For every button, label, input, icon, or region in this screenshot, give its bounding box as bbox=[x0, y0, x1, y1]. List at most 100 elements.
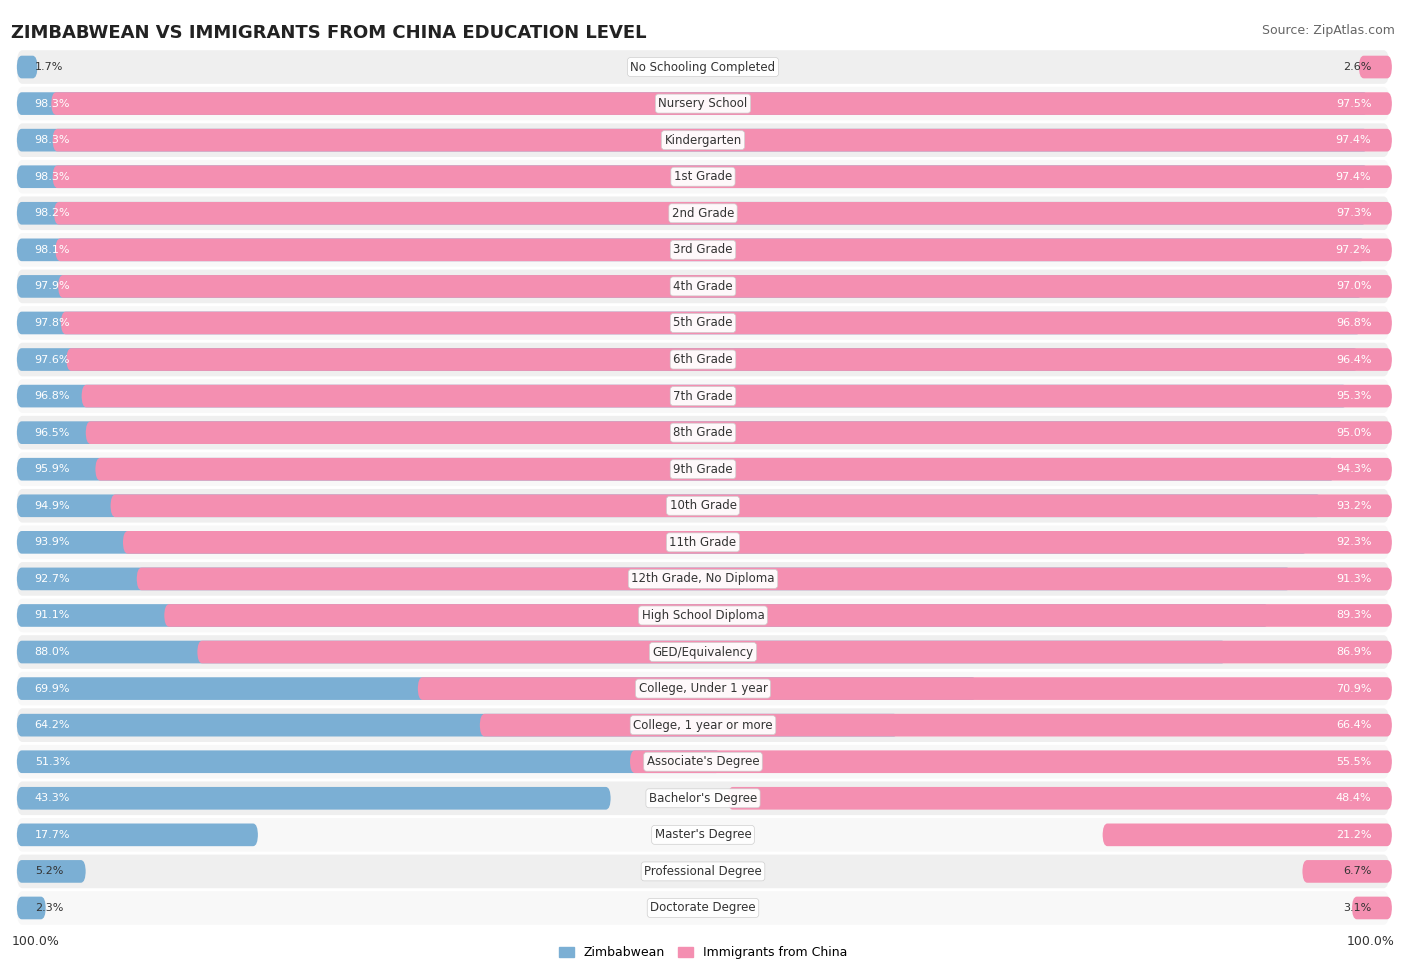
FancyBboxPatch shape bbox=[17, 531, 1308, 554]
Text: Source: ZipAtlas.com: Source: ZipAtlas.com bbox=[1261, 24, 1395, 37]
Text: 89.3%: 89.3% bbox=[1336, 610, 1371, 620]
FancyBboxPatch shape bbox=[17, 385, 1348, 408]
Text: 96.8%: 96.8% bbox=[1336, 318, 1371, 328]
Text: 94.9%: 94.9% bbox=[35, 501, 70, 511]
FancyBboxPatch shape bbox=[17, 233, 1389, 267]
FancyBboxPatch shape bbox=[17, 824, 257, 846]
Text: Doctorate Degree: Doctorate Degree bbox=[650, 902, 756, 915]
Text: 91.1%: 91.1% bbox=[35, 610, 70, 620]
Text: 92.7%: 92.7% bbox=[35, 574, 70, 584]
Text: College, 1 year or more: College, 1 year or more bbox=[633, 719, 773, 731]
FancyBboxPatch shape bbox=[17, 421, 1344, 444]
FancyBboxPatch shape bbox=[17, 160, 1389, 193]
FancyBboxPatch shape bbox=[1302, 860, 1392, 882]
Text: 93.9%: 93.9% bbox=[35, 537, 70, 547]
Text: 96.8%: 96.8% bbox=[35, 391, 70, 401]
FancyBboxPatch shape bbox=[86, 421, 1392, 444]
Text: 96.4%: 96.4% bbox=[1336, 355, 1371, 365]
Text: Professional Degree: Professional Degree bbox=[644, 865, 762, 878]
Text: 6.7%: 6.7% bbox=[1343, 867, 1371, 877]
FancyBboxPatch shape bbox=[17, 379, 1389, 413]
Text: 7th Grade: 7th Grade bbox=[673, 390, 733, 403]
Text: 2.3%: 2.3% bbox=[35, 903, 63, 913]
FancyBboxPatch shape bbox=[17, 891, 1389, 924]
FancyBboxPatch shape bbox=[17, 641, 1226, 663]
FancyBboxPatch shape bbox=[17, 751, 721, 773]
FancyBboxPatch shape bbox=[165, 604, 1392, 627]
FancyBboxPatch shape bbox=[53, 202, 1392, 224]
Text: 98.3%: 98.3% bbox=[35, 98, 70, 108]
Text: 9th Grade: 9th Grade bbox=[673, 463, 733, 476]
Text: Bachelor's Degree: Bachelor's Degree bbox=[650, 792, 756, 804]
FancyBboxPatch shape bbox=[55, 239, 1392, 261]
Text: 2nd Grade: 2nd Grade bbox=[672, 207, 734, 219]
FancyBboxPatch shape bbox=[17, 897, 46, 919]
FancyBboxPatch shape bbox=[17, 494, 1322, 517]
Text: 97.0%: 97.0% bbox=[1336, 282, 1371, 292]
FancyBboxPatch shape bbox=[17, 239, 1365, 261]
FancyBboxPatch shape bbox=[52, 129, 1392, 151]
Text: 97.6%: 97.6% bbox=[35, 355, 70, 365]
Text: 2.6%: 2.6% bbox=[1343, 62, 1371, 72]
Text: 10th Grade: 10th Grade bbox=[669, 499, 737, 512]
Text: ZIMBABWEAN VS IMMIGRANTS FROM CHINA EDUCATION LEVEL: ZIMBABWEAN VS IMMIGRANTS FROM CHINA EDUC… bbox=[11, 24, 647, 42]
Text: 51.3%: 51.3% bbox=[35, 757, 70, 766]
FancyBboxPatch shape bbox=[17, 526, 1389, 559]
Text: 100.0%: 100.0% bbox=[11, 935, 59, 948]
Text: 5.2%: 5.2% bbox=[35, 867, 63, 877]
Text: 95.3%: 95.3% bbox=[1336, 391, 1371, 401]
Legend: Zimbabwean, Immigrants from China: Zimbabwean, Immigrants from China bbox=[560, 947, 846, 959]
FancyBboxPatch shape bbox=[17, 562, 1389, 596]
FancyBboxPatch shape bbox=[17, 567, 1291, 590]
Text: 66.4%: 66.4% bbox=[1336, 721, 1371, 730]
Text: 93.2%: 93.2% bbox=[1336, 501, 1371, 511]
FancyBboxPatch shape bbox=[1358, 56, 1392, 78]
FancyBboxPatch shape bbox=[136, 567, 1392, 590]
FancyBboxPatch shape bbox=[17, 348, 1358, 370]
Text: 70.9%: 70.9% bbox=[1336, 683, 1371, 693]
FancyBboxPatch shape bbox=[111, 494, 1392, 517]
Text: 97.8%: 97.8% bbox=[35, 318, 70, 328]
FancyBboxPatch shape bbox=[17, 782, 1389, 815]
Text: 98.1%: 98.1% bbox=[35, 245, 70, 254]
FancyBboxPatch shape bbox=[17, 342, 1389, 376]
FancyBboxPatch shape bbox=[418, 678, 1392, 700]
FancyBboxPatch shape bbox=[58, 275, 1392, 297]
FancyBboxPatch shape bbox=[96, 458, 1392, 481]
FancyBboxPatch shape bbox=[1102, 824, 1392, 846]
Text: 8th Grade: 8th Grade bbox=[673, 426, 733, 439]
Text: 92.3%: 92.3% bbox=[1336, 537, 1371, 547]
Text: 17.7%: 17.7% bbox=[35, 830, 70, 839]
Text: 97.9%: 97.9% bbox=[35, 282, 70, 292]
Text: College, Under 1 year: College, Under 1 year bbox=[638, 682, 768, 695]
Text: 64.2%: 64.2% bbox=[35, 721, 70, 730]
Text: 86.9%: 86.9% bbox=[1336, 647, 1371, 657]
FancyBboxPatch shape bbox=[17, 636, 1389, 669]
FancyBboxPatch shape bbox=[1353, 897, 1392, 919]
FancyBboxPatch shape bbox=[17, 312, 1361, 334]
FancyBboxPatch shape bbox=[60, 312, 1392, 334]
Text: 3.1%: 3.1% bbox=[1343, 903, 1371, 913]
FancyBboxPatch shape bbox=[17, 787, 610, 809]
Text: 88.0%: 88.0% bbox=[35, 647, 70, 657]
FancyBboxPatch shape bbox=[17, 129, 1368, 151]
Text: 43.3%: 43.3% bbox=[35, 794, 70, 803]
FancyBboxPatch shape bbox=[479, 714, 1392, 736]
Text: 1st Grade: 1st Grade bbox=[673, 171, 733, 183]
FancyBboxPatch shape bbox=[17, 269, 1389, 303]
Text: 21.2%: 21.2% bbox=[1336, 830, 1371, 839]
FancyBboxPatch shape bbox=[197, 641, 1392, 663]
Text: 98.3%: 98.3% bbox=[35, 172, 70, 181]
FancyBboxPatch shape bbox=[17, 714, 898, 736]
Text: 97.3%: 97.3% bbox=[1336, 209, 1371, 218]
Text: GED/Equivalency: GED/Equivalency bbox=[652, 645, 754, 658]
Text: 12th Grade, No Diploma: 12th Grade, No Diploma bbox=[631, 572, 775, 585]
FancyBboxPatch shape bbox=[17, 306, 1389, 340]
FancyBboxPatch shape bbox=[17, 415, 1389, 449]
Text: 48.4%: 48.4% bbox=[1336, 794, 1371, 803]
Text: 97.4%: 97.4% bbox=[1336, 136, 1371, 145]
FancyBboxPatch shape bbox=[17, 818, 1389, 852]
Text: 98.2%: 98.2% bbox=[35, 209, 70, 218]
FancyBboxPatch shape bbox=[17, 50, 1389, 84]
Text: 94.3%: 94.3% bbox=[1336, 464, 1371, 474]
